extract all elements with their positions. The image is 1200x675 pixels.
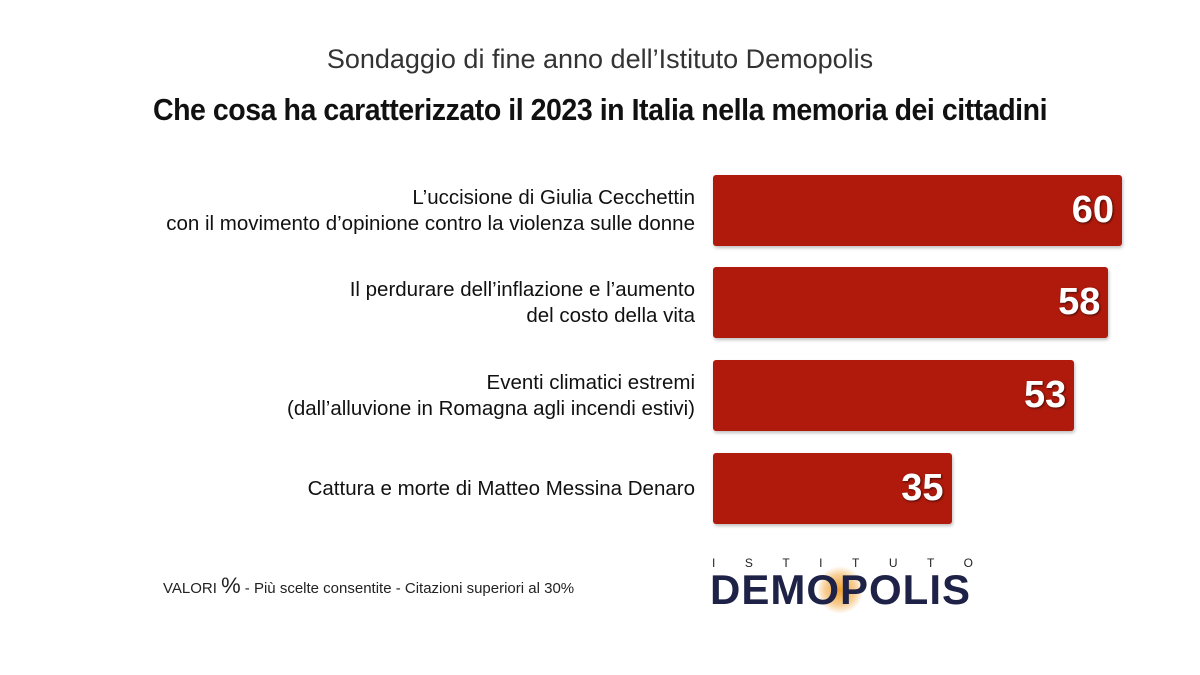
- logo-top-text: ISTITUTO: [712, 556, 1003, 570]
- data-label: 35: [901, 467, 944, 509]
- bar: [713, 453, 952, 524]
- category-label-line: del costo della vita: [526, 303, 695, 327]
- note-pct: %: [221, 573, 241, 598]
- note-rest: - Più scelte consentite - Citazioni supe…: [240, 580, 575, 597]
- bar: [713, 175, 1122, 246]
- category-label-line: (dall’alluvione in Romagna agli incendi …: [287, 396, 695, 420]
- note-prefix: VALORI: [163, 580, 217, 597]
- chart-subtitle: Sondaggio di fine anno dell’Istituto Dem…: [326, 44, 874, 74]
- category-label-line: Il perdurare dell’inflazione e l’aumento: [349, 277, 695, 301]
- category-label-line: L’uccisione di Giulia Cecchettin: [412, 185, 695, 209]
- category-label: Eventi climatici estremi (dall’alluvione …: [287, 370, 695, 422]
- logo-main-text: DEMOPOLIS: [710, 566, 972, 613]
- data-label: 53: [1024, 374, 1067, 416]
- category-label-line: Cattura e morte di Matteo Messina Denaro: [307, 476, 695, 500]
- category-label: Il perdurare dell’inflazione e l’aumento…: [350, 277, 695, 329]
- category-label-line: con il movimento d’opinione contro la vi…: [166, 211, 695, 235]
- bar: [713, 360, 1075, 431]
- category-label-line: Eventi climatici estremi: [486, 370, 695, 394]
- bar: [713, 267, 1109, 338]
- demopolis-logo: ISTITUTO DEMOPOLIS: [710, 556, 1020, 616]
- category-label: Cattura e morte di Matteo Messina Denaro: [308, 476, 695, 502]
- chart-title: Che cosa ha caratterizzato il 2023 in It…: [152, 92, 1048, 127]
- data-label: 58: [1058, 281, 1101, 323]
- logo-glow: [818, 564, 862, 616]
- data-label: 60: [1071, 189, 1114, 231]
- category-label: L’uccisione di Giulia Cecchettin con il m…: [166, 185, 695, 237]
- footer-note: VALORI % - Più scelte consentite - Citaz…: [163, 573, 574, 599]
